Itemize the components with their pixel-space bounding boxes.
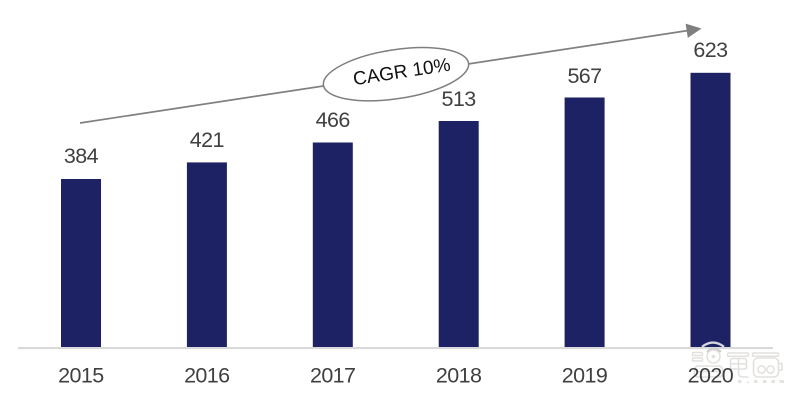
svg-text:2019: 2019 [562,364,607,388]
svg-text:2015: 2015 [58,364,104,388]
svg-text:421: 421 [190,128,224,152]
svg-text:2018: 2018 [436,364,482,388]
svg-text:466: 466 [316,108,351,132]
svg-text:567: 567 [567,64,601,88]
svg-text:384: 384 [64,144,99,168]
svg-text:2016: 2016 [184,364,230,388]
svg-text:513: 513 [442,87,477,111]
svg-text:2017: 2017 [310,364,355,388]
svg-text:2020: 2020 [688,364,734,388]
svg-text:623: 623 [693,38,728,62]
